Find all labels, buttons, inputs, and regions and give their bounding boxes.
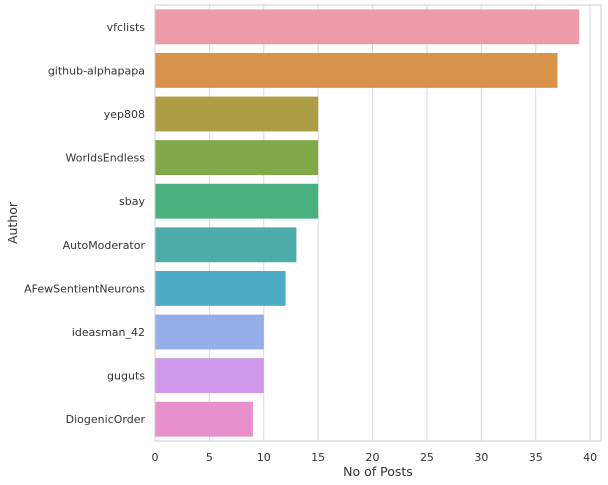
y-tick-label: guguts <box>107 370 145 383</box>
y-tick-labels: vfclists github-alphapapa yep808 WorldsEndl… <box>24 21 145 426</box>
plot-frame <box>154 4 602 442</box>
y-tick-label: WorldsEndless <box>66 152 146 165</box>
bar-guguts <box>155 358 264 394</box>
x-tick-label: 40 <box>583 451 597 464</box>
x-axis-title: No of Posts <box>343 464 413 479</box>
bar-yep808 <box>155 96 319 132</box>
y-tick-label: AFewSentientNeurons <box>24 282 145 295</box>
y-tick-label: github-alphapapa <box>48 64 145 77</box>
bar-afewsentientneurons <box>155 270 286 306</box>
x-tick-label: 0 <box>152 451 159 464</box>
bars <box>155 9 580 437</box>
x-tick-label: 25 <box>420 451 434 464</box>
bar-github-alphapapa <box>155 52 558 88</box>
bar-automoderator <box>155 227 297 263</box>
bar-worldsendless <box>155 140 319 176</box>
x-tick-label: 5 <box>206 451 213 464</box>
x-tick-labels: 0 5 10 15 20 25 30 35 40 <box>152 451 598 464</box>
x-tick-label: 20 <box>366 451 380 464</box>
x-tick-label: 35 <box>529 451 543 464</box>
bar-diogenicorder <box>155 401 253 437</box>
y-tick-label: yep808 <box>104 108 145 121</box>
y-tick-label: DiogenicOrder <box>66 413 146 426</box>
bar-vfclists <box>155 9 580 45</box>
y-tick-label: sbay <box>119 195 145 208</box>
y-tick-label: AutoModerator <box>63 239 146 252</box>
x-tick-label: 15 <box>311 451 325 464</box>
x-tick-label: 10 <box>257 451 271 464</box>
y-axis-title: Author <box>5 201 20 244</box>
x-tick-label: 30 <box>474 451 488 464</box>
y-tick-label: vfclists <box>107 21 146 34</box>
bar-sbay <box>155 183 319 219</box>
bar-ideasman-42 <box>155 314 264 350</box>
y-tick-label: ideasman_42 <box>72 326 145 339</box>
